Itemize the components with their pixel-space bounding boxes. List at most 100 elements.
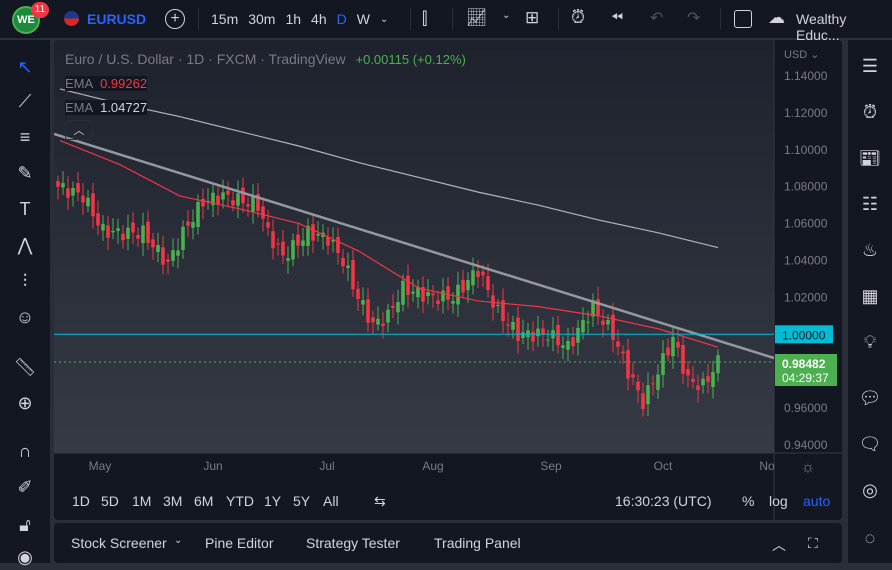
candle-body <box>441 290 445 302</box>
goto-date-icon[interactable]: ⇆ <box>374 492 386 509</box>
alerts-icon[interactable]: ⏰︎ <box>862 101 878 122</box>
range-1y[interactable]: 1Y <box>264 493 282 509</box>
tab-trading-panel[interactable]: Trading Panel <box>434 535 521 551</box>
redo-icon[interactable]: ↷ <box>687 10 701 27</box>
ideas-icon[interactable]: 💡︎ <box>863 331 877 352</box>
hotlists-icon[interactable]: ♨ <box>861 239 879 260</box>
candle-body <box>486 276 490 291</box>
maximize-panel-icon[interactable]: ⛶ <box>808 535 818 551</box>
range-all[interactable]: All <box>323 493 339 509</box>
data-window-icon[interactable]: ☷ <box>861 193 879 214</box>
candle-body <box>281 241 285 256</box>
fib-icon[interactable]: ≡ <box>19 126 31 147</box>
candle-body <box>61 183 65 188</box>
candle-body <box>101 223 105 231</box>
candle-body <box>506 324 510 326</box>
replay-icon[interactable]: ⏪︎ <box>611 9 624 26</box>
tab-stock-screener[interactable]: Stock Screener <box>71 535 167 551</box>
ema-label: EMA <box>65 76 93 91</box>
undo-icon[interactable]: ↶ <box>650 10 664 27</box>
chevron-down-icon[interactable]: ⌄ <box>502 10 511 21</box>
magnet-icon[interactable]: ∩ <box>18 440 32 461</box>
eye-icon[interactable]: ◉ <box>17 546 33 567</box>
price-chart[interactable]: 1.14000 1.12000 1.10000 1.08000 1.06000 1.040… <box>54 40 842 520</box>
range-6m[interactable]: 6M <box>194 493 214 509</box>
messages-icon[interactable]: 🗨︎ <box>858 433 882 454</box>
chevron-down-icon[interactable]: ⌄ <box>174 535 183 546</box>
log-toggle[interactable]: log <box>769 493 788 509</box>
text-icon[interactable]: T <box>19 198 31 219</box>
emoji-icon[interactable]: ☺ <box>15 306 35 327</box>
interval-1h[interactable]: 1h <box>285 11 302 27</box>
tab-pine-editor[interactable]: Pine Editor <box>205 535 274 551</box>
candle-body <box>436 300 440 305</box>
watchlist-icon[interactable]: ☰ <box>861 55 879 76</box>
currency-selector[interactable]: USD ⌄ <box>784 49 820 61</box>
currency-label: USD <box>784 49 808 61</box>
cursor-icon[interactable]: ↖ <box>17 56 33 77</box>
candle-body <box>456 284 460 305</box>
last-price-label-bg <box>775 354 837 386</box>
zoom-in-icon[interactable]: ⊕ <box>17 392 33 413</box>
news-icon[interactable]: 📰︎ <box>858 147 882 168</box>
lock-drawing-icon[interactable]: ✐ <box>17 476 33 497</box>
brush-icon[interactable]: ✎ <box>17 162 33 183</box>
fullscreen-square-icon[interactable] <box>734 10 752 28</box>
candle-body <box>336 237 340 254</box>
trend-line-icon[interactable]: ⟋ <box>18 90 32 111</box>
help-icon[interactable]: ◌ <box>864 527 876 548</box>
alarm-icon[interactable]: ⏰︎ <box>571 7 586 27</box>
candle-body <box>121 233 125 241</box>
range-ytd[interactable]: YTD <box>226 493 254 509</box>
range-1m[interactable]: 1M <box>132 493 152 509</box>
interval-30m[interactable]: 30m <box>248 11 276 27</box>
pattern-icon[interactable]: ⋀ <box>17 234 33 255</box>
prediction-icon[interactable]: ⫶ <box>22 270 28 291</box>
chevron-down-icon[interactable]: ⌄ <box>379 13 389 25</box>
auto-toggle[interactable]: auto <box>803 493 831 509</box>
settings-icon[interactable]: ☼ <box>801 459 816 476</box>
layouts-icon[interactable]: ⊞ <box>525 8 540 27</box>
candle-body <box>631 374 635 378</box>
candle-body <box>496 304 500 306</box>
tab-strategy-tester[interactable]: Strategy Tester <box>306 535 400 551</box>
interval-d[interactable]: D <box>336 11 347 27</box>
range-3m[interactable]: 3M <box>163 493 183 509</box>
indicators-icon[interactable]: 📈︎ <box>466 8 488 27</box>
percent-toggle[interactable]: % <box>742 493 755 509</box>
interval-w[interactable]: W <box>356 11 370 27</box>
range-5y[interactable]: 5Y <box>293 493 311 509</box>
interval-15m[interactable]: 15m <box>211 11 239 27</box>
candles-icon[interactable]: ⫿ <box>422 9 428 28</box>
range-1d[interactable]: 1D <box>72 493 90 509</box>
chart-pane[interactable]: 1.14000 1.12000 1.10000 1.08000 1.06000 1.040… <box>54 40 842 520</box>
symbol-button[interactable]: EURUSD <box>87 11 147 27</box>
candle-body <box>251 196 255 212</box>
ruler-icon[interactable]: 📏︎ <box>13 356 37 377</box>
chats-icon[interactable]: 💬︎ <box>858 387 882 408</box>
candle-body <box>561 345 565 348</box>
candle-body <box>371 317 375 323</box>
candle-body <box>431 293 435 296</box>
streams-icon[interactable]: ◎ <box>862 479 878 500</box>
range-5d[interactable]: 5D <box>101 493 119 509</box>
price-change: +0.00115 (+0.12%) <box>355 52 466 67</box>
time-tick: No <box>759 459 775 473</box>
cloud-icon[interactable]: ☁︎ <box>768 8 785 27</box>
candle-body <box>421 286 425 302</box>
layout-name[interactable]: Wealthy Educ... <box>796 11 847 43</box>
top-toolbar: WE 11 EURUSD + 15m 30m 1h 4h D W ⌄ ⫿ 📈︎ … <box>0 0 892 43</box>
ema-slow-line <box>59 88 719 249</box>
candle-body <box>286 258 290 261</box>
collapse-panel-icon[interactable]: ︿ <box>772 537 786 553</box>
add-symbol-icon[interactable]: + <box>165 9 185 29</box>
candle-body <box>511 321 515 330</box>
interval-4h[interactable]: 4h <box>311 11 327 27</box>
calendar-icon[interactable]: ▦ <box>861 285 879 306</box>
symbol-title: Euro / U.S. Dollar · 1D · FXCM · Trading… <box>65 51 346 67</box>
candle-body <box>536 328 540 337</box>
clock[interactable]: 16:30:23 (UTC) <box>615 493 712 509</box>
collapse-legend-button[interactable]: ︿ <box>65 120 93 140</box>
lock-icon[interactable]: 🔓︎ <box>19 514 31 535</box>
candle-body <box>516 317 520 341</box>
